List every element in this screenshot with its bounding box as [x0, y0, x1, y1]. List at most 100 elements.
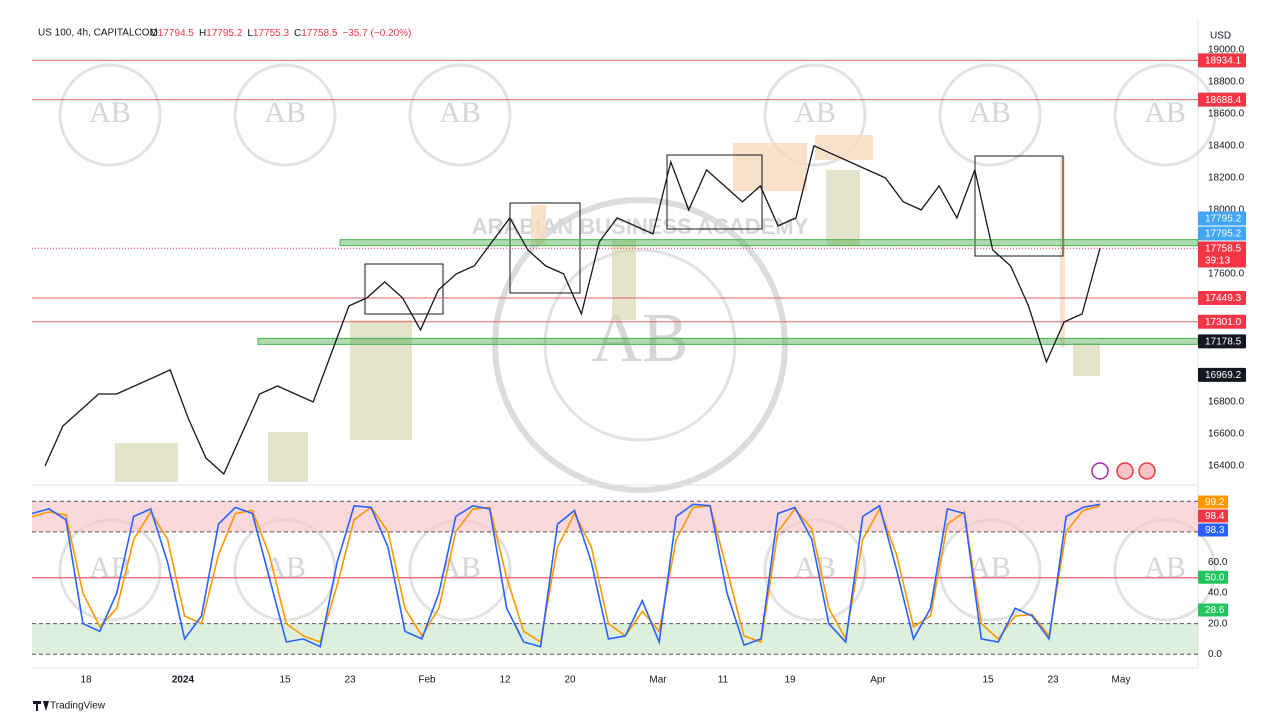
- ohlc-value: 17795.2: [206, 28, 243, 39]
- y-tick-label: 17600.0: [1208, 269, 1245, 280]
- price-tag: [1198, 291, 1246, 306]
- indicator-icons: [1091, 462, 1156, 480]
- price-tag: [1198, 226, 1246, 241]
- price-tag: [1198, 211, 1246, 226]
- x-tick-label: 15: [982, 675, 994, 686]
- price-tag: [1198, 53, 1246, 68]
- price-tag-label: 17449.3: [1205, 293, 1242, 304]
- watermark-ring: [543, 248, 737, 442]
- y-tick-label: 18000.0: [1208, 205, 1245, 216]
- ohlc-key: H: [199, 28, 206, 39]
- watermark-ring: [938, 63, 1042, 167]
- osc-tag: [1198, 570, 1228, 584]
- watermark-initials: AB: [969, 96, 1011, 129]
- ohlc-value: 17758.5: [301, 28, 338, 39]
- footer-text: TradingView: [50, 701, 106, 712]
- ohlc-key: L: [247, 28, 253, 39]
- watermark-initials: AB: [264, 551, 306, 584]
- watermark-name: ARABIAN BUSINESS ACADEMY: [472, 214, 809, 239]
- legend: US 100, 4h, CAPITALCOM O17794.5 H17795.2 L…: [38, 28, 411, 39]
- oscillator-zone: [32, 501, 1198, 532]
- ohlc-key: O: [150, 28, 158, 39]
- x-tick-label: 15: [279, 675, 291, 686]
- osc-tag-label: 99.2: [1205, 497, 1225, 508]
- footer: TradingView: [33, 701, 106, 712]
- y-tick-label: 18800.0: [1208, 76, 1245, 87]
- change: −35.7 (−0.20%): [342, 28, 411, 39]
- watermark-initials: AB: [1144, 551, 1186, 584]
- watermark-ring: [492, 197, 788, 493]
- x-tick-label: 19: [784, 675, 796, 686]
- price-tag-label: 17758.5: [1205, 244, 1242, 255]
- y-tick-label: 16600.0: [1208, 429, 1245, 440]
- price-tag-label: 17795.2: [1205, 229, 1242, 240]
- osc-tag-label: 98.4: [1205, 511, 1225, 522]
- x-tick-label: 18: [80, 675, 92, 686]
- osc-tag: [1198, 509, 1228, 523]
- price-tag-label: 17795.2: [1205, 214, 1242, 225]
- icon[interactable]: [1116, 462, 1134, 480]
- price-tag-label: 17178.5: [1205, 337, 1242, 348]
- range-box: [974, 155, 1064, 257]
- price-tag-label: 17301.0: [1205, 317, 1242, 328]
- y-tick-label: 19000.0: [1208, 44, 1245, 55]
- watermark-ring: [763, 63, 867, 167]
- zone-box: [115, 443, 178, 482]
- watermark-initials: AB: [264, 96, 306, 129]
- watermark-ring: [233, 63, 337, 167]
- support-band: [339, 239, 1199, 247]
- osc-tick-label: 60.0: [1208, 557, 1228, 568]
- x-tick-label: May: [1112, 675, 1131, 686]
- x-tick-label: Feb: [418, 675, 436, 686]
- zone-box: [733, 143, 807, 191]
- zone-box: [268, 432, 308, 482]
- x-tick-label: 2024: [172, 675, 195, 686]
- y-tick-label: 18200.0: [1208, 173, 1245, 184]
- ohlc-value: 17794.5: [158, 28, 195, 39]
- oscillator-line: [31, 504, 1101, 644]
- range-box: [666, 154, 763, 230]
- watermark-ring: [1113, 63, 1217, 167]
- watermark-initials: AB: [794, 96, 836, 129]
- watermark-initials: AB: [439, 96, 481, 129]
- ohlc: O17794.5 H17795.2 L17755.3 C17758.5 −35.7 (−…: [150, 28, 411, 39]
- price-tag-label: 18688.4: [1205, 95, 1242, 106]
- price-line: [44, 144, 1101, 476]
- watermark-initials: AB: [1144, 96, 1186, 129]
- zone-box: [1073, 343, 1100, 376]
- price-tag: [1198, 241, 1246, 268]
- osc-tag: [1198, 495, 1228, 509]
- zone-box: [350, 320, 412, 440]
- icon[interactable]: [1091, 462, 1109, 480]
- drawings: [115, 135, 1100, 482]
- zone-box: [612, 240, 636, 320]
- watermark-ring: [408, 63, 512, 167]
- currency: USD: [1210, 31, 1231, 42]
- range-box: [364, 263, 444, 315]
- zone-box: [531, 205, 546, 245]
- icon[interactable]: [1138, 462, 1156, 480]
- y-tick-label: 16400.0: [1208, 461, 1245, 472]
- osc-tag: [1198, 523, 1228, 537]
- x-tick-label: Apr: [870, 675, 886, 686]
- osc-tag-label: 28.6: [1205, 605, 1225, 616]
- logo: [33, 701, 49, 711]
- zone-box: [826, 170, 860, 246]
- price-tag: [1198, 367, 1246, 382]
- osc-tick-label: 0.0: [1208, 649, 1222, 660]
- price-tag: [1198, 92, 1246, 107]
- x-tick-label: 23: [344, 675, 356, 686]
- x-tick-label: 20: [564, 675, 576, 686]
- osc-tag-label: 98.3: [1205, 525, 1225, 536]
- y-tick-label: 18600.0: [1208, 108, 1245, 119]
- x-tick-label: 12: [499, 675, 511, 686]
- osc-tag: [1198, 603, 1228, 617]
- x-tick-label: 11: [718, 675, 729, 686]
- x-tick-label: 23: [1047, 675, 1059, 686]
- x-tick-label: Mar: [649, 675, 667, 686]
- y-tick-label: 18400.0: [1208, 140, 1245, 151]
- watermark-initials: AB: [969, 551, 1011, 584]
